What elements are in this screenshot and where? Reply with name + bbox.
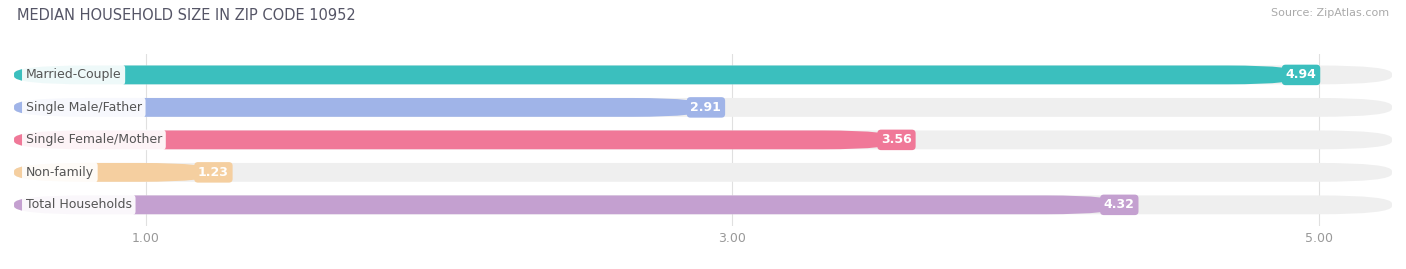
FancyBboxPatch shape bbox=[14, 130, 897, 149]
Text: Married-Couple: Married-Couple bbox=[25, 68, 121, 82]
Text: 4.32: 4.32 bbox=[1104, 198, 1135, 211]
FancyBboxPatch shape bbox=[14, 163, 1392, 182]
Text: Non-family: Non-family bbox=[25, 166, 94, 179]
Text: Source: ZipAtlas.com: Source: ZipAtlas.com bbox=[1271, 8, 1389, 18]
FancyBboxPatch shape bbox=[14, 130, 1392, 149]
Text: 2.91: 2.91 bbox=[690, 101, 721, 114]
Text: 1.23: 1.23 bbox=[198, 166, 229, 179]
FancyBboxPatch shape bbox=[14, 98, 706, 117]
FancyBboxPatch shape bbox=[14, 163, 214, 182]
FancyBboxPatch shape bbox=[14, 65, 1392, 84]
Text: MEDIAN HOUSEHOLD SIZE IN ZIP CODE 10952: MEDIAN HOUSEHOLD SIZE IN ZIP CODE 10952 bbox=[17, 8, 356, 23]
FancyBboxPatch shape bbox=[14, 65, 1301, 84]
FancyBboxPatch shape bbox=[14, 195, 1119, 214]
Text: Single Male/Father: Single Male/Father bbox=[25, 101, 142, 114]
Text: 4.94: 4.94 bbox=[1285, 68, 1316, 82]
FancyBboxPatch shape bbox=[14, 98, 1392, 117]
Text: Total Households: Total Households bbox=[25, 198, 132, 211]
FancyBboxPatch shape bbox=[14, 195, 1392, 214]
Text: Single Female/Mother: Single Female/Mother bbox=[25, 133, 162, 146]
Text: 3.56: 3.56 bbox=[882, 133, 912, 146]
